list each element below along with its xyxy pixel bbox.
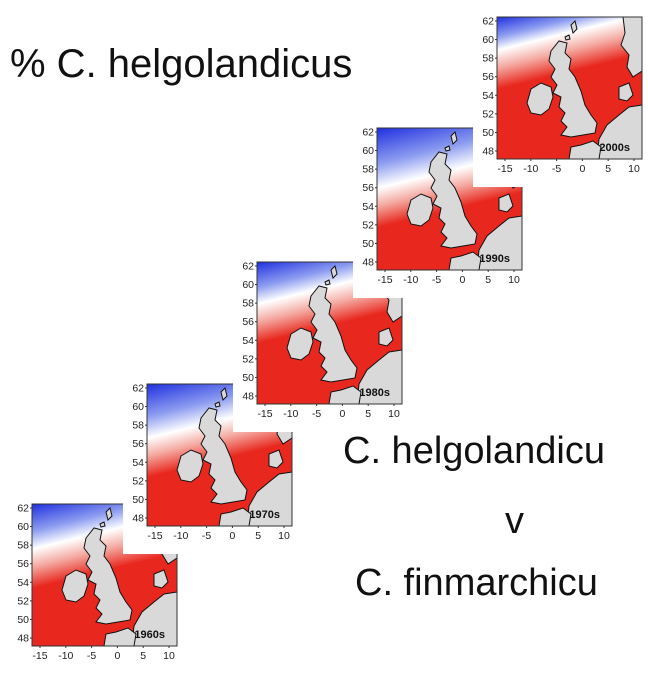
- x-tick-label: -15: [377, 274, 392, 286]
- plot-frame: [496, 16, 643, 160]
- x-tick-label: 5: [365, 408, 371, 420]
- figure-title: % C. helgolandicus: [10, 42, 353, 86]
- x-tick-label: -5: [432, 274, 441, 286]
- map-panel-1980s: 62 60 58 56 54 52 50 48 -15 -10 -5 0 5 10 1980s: [233, 256, 408, 432]
- y-tick-label: 58: [242, 298, 254, 310]
- x-tick-label: -15: [257, 408, 272, 420]
- y-tick-label: 60: [482, 34, 494, 46]
- decade-label: 2000s: [599, 142, 630, 154]
- x-tick-label: -5: [312, 408, 321, 420]
- y-tick-label: 54: [132, 457, 144, 469]
- x-tick-label: -10: [523, 163, 538, 175]
- y-tick-label: 54: [482, 90, 494, 102]
- plot-frame: [31, 503, 178, 647]
- x-tick-label: 0: [114, 650, 120, 662]
- x-tick-label: 0: [579, 163, 585, 175]
- y-tick-label: 54: [362, 201, 374, 213]
- x-tick-label: 5: [140, 650, 146, 662]
- y-tick-label: 56: [132, 438, 144, 450]
- y-tick-label: 60: [132, 401, 144, 413]
- decade-label: 1980s: [359, 387, 390, 399]
- x-tick-label: 0: [459, 274, 465, 286]
- caption-line-3: C. finmarchicu: [355, 562, 598, 604]
- y-tick-label: 60: [17, 521, 29, 533]
- map-panel-1990s: 62 60 58 56 54 52 50 48 -15 -10 -5 0 5 10 1990s: [353, 122, 528, 298]
- plot-frame: [146, 383, 293, 527]
- y-tick-label: 62: [242, 261, 254, 273]
- y-tick-label: 50: [242, 372, 254, 384]
- y-tick-label: 62: [132, 383, 144, 395]
- x-tick-label: 0: [339, 408, 345, 420]
- x-tick-label: -15: [147, 530, 162, 542]
- y-tick-label: 54: [242, 335, 254, 347]
- x-tick-label: 0: [229, 530, 235, 542]
- y-tick-label: 62: [17, 503, 29, 515]
- y-tick-label: 56: [482, 71, 494, 83]
- y-tick-label: 58: [482, 53, 494, 65]
- y-tick-label: 54: [17, 577, 29, 589]
- caption-line-1: C. helgolandicu: [343, 430, 605, 472]
- y-tick-label: 56: [362, 182, 374, 194]
- x-tick-label: 10: [508, 274, 520, 286]
- y-tick-label: 50: [132, 494, 144, 506]
- y-tick-label: 52: [242, 353, 254, 365]
- decade-label: 1970s: [249, 509, 280, 521]
- x-tick-label: 5: [605, 163, 611, 175]
- plot-frame: [376, 127, 523, 271]
- y-tick-label: 58: [362, 164, 374, 176]
- map-svg-2000s: 62 60 58 56 54 52 50 48-15 -10 -5 0 5 10 2000s: [482, 16, 643, 175]
- x-tick-label: -10: [58, 650, 73, 662]
- x-tick-label: 10: [628, 163, 640, 175]
- y-tick-label: 52: [132, 475, 144, 487]
- y-tick-label: 56: [17, 558, 29, 570]
- y-tick-label: 50: [17, 614, 29, 626]
- y-tick-label: 50: [482, 127, 494, 139]
- x-tick-label: -5: [552, 163, 561, 175]
- y-tick-label: 56: [242, 316, 254, 328]
- y-tick-label: 52: [362, 219, 374, 231]
- map-panel-2000s: 62 60 58 56 54 52 50 48 -15 -10 -5 0 5 10 2000s: [473, 11, 648, 187]
- x-tick-label: -15: [497, 163, 512, 175]
- x-tick-label: -10: [283, 408, 298, 420]
- y-tick-label: 48: [362, 257, 374, 269]
- y-tick-label: 50: [362, 238, 374, 250]
- x-tick-label: -10: [173, 530, 188, 542]
- x-tick-label: 10: [163, 650, 175, 662]
- x-tick-label: 5: [485, 274, 491, 286]
- x-tick-label: -5: [87, 650, 96, 662]
- y-tick-label: 52: [482, 108, 494, 120]
- decade-label: 1960s: [134, 629, 165, 641]
- landmass-outlines: [406, 128, 522, 270]
- y-tick-label: 48: [242, 391, 254, 403]
- x-tick-label: -5: [202, 530, 211, 542]
- y-tick-label: 62: [482, 16, 494, 28]
- y-tick-label: 58: [17, 540, 29, 552]
- landmass-outlines: [526, 17, 642, 159]
- x-tick-label: 10: [388, 408, 400, 420]
- caption-line-2: v: [505, 500, 524, 542]
- y-tick-label: 58: [132, 420, 144, 432]
- y-tick-label: 60: [362, 145, 374, 157]
- y-tick-label: 48: [482, 146, 494, 158]
- decade-label: 1990s: [479, 253, 510, 265]
- x-tick-label: 10: [278, 530, 290, 542]
- y-tick-label: 52: [17, 595, 29, 607]
- x-tick-label: -15: [32, 650, 47, 662]
- y-tick-label: 48: [132, 513, 144, 525]
- y-tick-label: 60: [242, 279, 254, 291]
- x-tick-label: 5: [255, 530, 261, 542]
- plot-frame: [256, 261, 403, 405]
- x-tick-label: -10: [403, 274, 418, 286]
- y-tick-label: 62: [362, 127, 374, 139]
- y-tick-label: 48: [17, 633, 29, 645]
